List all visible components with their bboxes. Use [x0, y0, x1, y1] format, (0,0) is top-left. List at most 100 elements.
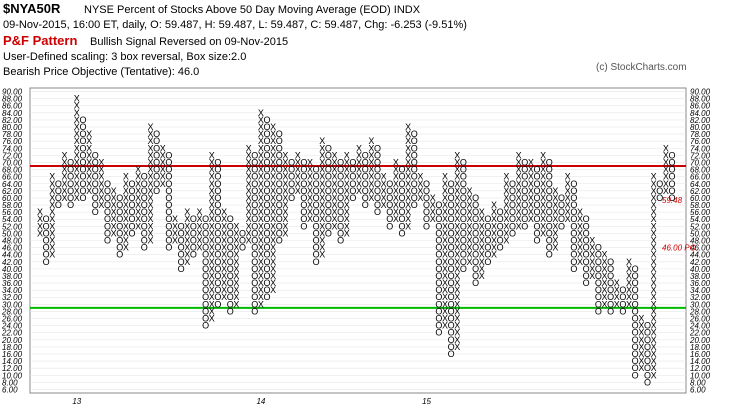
y-tick-label: 56.00	[690, 208, 711, 217]
box: O	[423, 193, 430, 203]
box: O	[116, 214, 123, 224]
box: X	[258, 108, 264, 118]
box: X	[417, 186, 423, 196]
box: X	[454, 257, 460, 267]
box: X	[540, 200, 546, 210]
box: X	[626, 285, 632, 295]
box: X	[319, 186, 325, 196]
box: O	[460, 179, 467, 189]
box: X	[123, 172, 129, 182]
box: X	[454, 264, 460, 274]
box: X	[282, 186, 288, 196]
box: O	[435, 314, 442, 324]
box: O	[178, 236, 185, 246]
box: O	[276, 200, 283, 210]
box: X	[356, 172, 362, 182]
y-tick-label: 40.00	[690, 265, 711, 274]
box: X	[577, 228, 583, 238]
box: X	[491, 207, 497, 217]
box: O	[411, 165, 418, 175]
box: X	[393, 179, 399, 189]
box: X	[258, 292, 264, 302]
box: X	[454, 321, 460, 331]
box: O	[104, 214, 111, 224]
box: O	[214, 250, 221, 260]
box: O	[435, 236, 442, 246]
box: O	[264, 207, 271, 217]
box: O	[374, 165, 381, 175]
box: X	[503, 236, 509, 246]
box: X	[332, 193, 338, 203]
box: X	[111, 193, 117, 203]
box: X	[258, 150, 264, 160]
box: X	[49, 221, 55, 231]
box: X	[344, 150, 350, 160]
box: O	[153, 157, 160, 167]
box: O	[435, 321, 442, 331]
box: X	[221, 207, 227, 217]
box: X	[74, 136, 80, 146]
box: O	[92, 179, 99, 189]
box: O	[472, 207, 479, 217]
box: X	[528, 193, 534, 203]
y-tick-label: 50.00	[2, 229, 23, 238]
y-tick-label: 54.00	[690, 215, 711, 224]
box: O	[546, 193, 553, 203]
box: O	[264, 122, 271, 132]
box: X	[454, 214, 460, 224]
box: O	[411, 172, 418, 182]
y-tick-label: 74.00	[2, 144, 23, 153]
box: X	[454, 179, 460, 189]
box: X	[332, 172, 338, 182]
box: X	[111, 207, 117, 217]
box: O	[43, 243, 50, 253]
box: X	[491, 228, 497, 238]
box: X	[270, 136, 276, 146]
box: O	[190, 243, 197, 253]
box: O	[583, 221, 590, 231]
box: X	[405, 186, 411, 196]
box: O	[632, 314, 639, 324]
box: X	[540, 179, 546, 189]
box: X	[270, 150, 276, 160]
box: X	[442, 243, 448, 253]
box: O	[472, 264, 479, 274]
box: X	[540, 193, 546, 203]
box: X	[258, 207, 264, 217]
box: X	[454, 278, 460, 288]
box: O	[632, 292, 639, 302]
box: O	[251, 214, 258, 224]
box: O	[534, 165, 541, 175]
box: O	[534, 207, 541, 217]
box: O	[313, 243, 320, 253]
y-tick-label: 46.00	[690, 244, 711, 253]
box: X	[123, 193, 129, 203]
box: O	[460, 165, 467, 175]
box: O	[411, 150, 418, 160]
box: X	[393, 157, 399, 167]
box: X	[307, 186, 313, 196]
box: X	[282, 193, 288, 203]
box: O	[325, 186, 332, 196]
box: X	[111, 186, 117, 196]
box: X	[319, 136, 325, 146]
box: X	[147, 221, 153, 231]
box: X	[197, 207, 203, 217]
box: O	[583, 214, 590, 224]
y-tick-label: 78.00	[690, 130, 711, 139]
box: O	[43, 257, 50, 267]
box: O	[214, 179, 221, 189]
box: O	[472, 214, 479, 224]
box: X	[86, 150, 92, 160]
box: O	[399, 186, 406, 196]
